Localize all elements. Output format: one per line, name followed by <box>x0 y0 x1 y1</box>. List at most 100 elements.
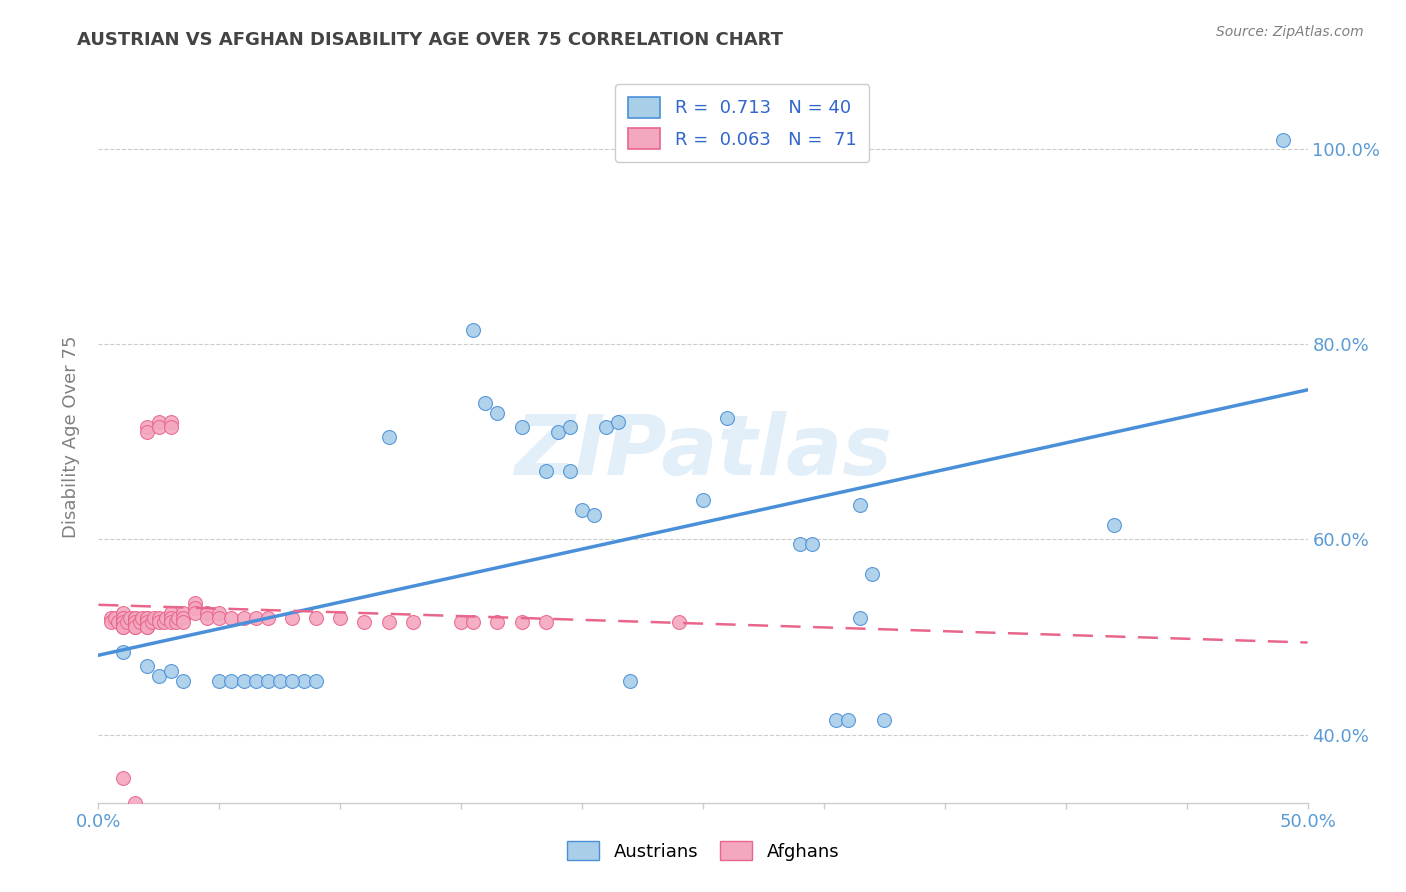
Point <box>450 615 472 630</box>
Point <box>716 410 738 425</box>
Point <box>873 713 896 727</box>
Point <box>305 673 328 688</box>
Point <box>329 610 352 624</box>
Point <box>547 425 569 440</box>
Point <box>111 772 134 786</box>
Point <box>619 673 641 688</box>
Point <box>167 610 190 624</box>
Point <box>111 620 134 634</box>
Point <box>104 610 127 624</box>
Text: ZIPatlas: ZIPatlas <box>515 411 891 492</box>
Point <box>305 610 328 624</box>
Point <box>558 420 581 434</box>
Point <box>837 713 859 727</box>
Point <box>118 610 141 624</box>
Point <box>135 420 157 434</box>
Point <box>111 606 134 620</box>
Point <box>152 615 174 630</box>
Point <box>195 610 218 624</box>
Point <box>135 425 157 440</box>
Point <box>135 610 157 624</box>
Point <box>353 615 375 630</box>
Point <box>111 615 134 630</box>
Point <box>208 606 231 620</box>
Point <box>510 615 533 630</box>
Point <box>141 615 163 630</box>
Point <box>107 615 129 630</box>
Point <box>184 606 207 620</box>
Point <box>195 606 218 620</box>
Point <box>221 610 243 624</box>
Point <box>221 673 243 688</box>
Point <box>281 673 304 688</box>
Point <box>160 664 183 678</box>
Point <box>789 537 811 551</box>
Point <box>172 610 194 624</box>
Point <box>1102 517 1125 532</box>
Point <box>143 610 166 624</box>
Point <box>232 610 254 624</box>
Point <box>135 615 157 630</box>
Point <box>534 615 557 630</box>
Point <box>692 493 714 508</box>
Y-axis label: Disability Age Over 75: Disability Age Over 75 <box>62 335 80 539</box>
Point <box>849 610 872 624</box>
Point <box>131 610 153 624</box>
Legend: R =  0.713   N = 40, R =  0.063   N =  71: R = 0.713 N = 40, R = 0.063 N = 71 <box>616 84 869 161</box>
Point <box>124 796 146 810</box>
Point <box>155 610 177 624</box>
Point <box>148 416 170 430</box>
Point <box>607 416 630 430</box>
Legend: Austrians, Afghans: Austrians, Afghans <box>558 832 848 870</box>
Point <box>160 606 183 620</box>
Point <box>281 610 304 624</box>
Point <box>124 615 146 630</box>
Point <box>111 610 134 624</box>
Point <box>245 610 267 624</box>
Point <box>111 645 134 659</box>
Point <box>486 406 509 420</box>
Point <box>172 615 194 630</box>
Point <box>135 620 157 634</box>
Point <box>571 503 593 517</box>
Point <box>111 620 134 634</box>
Point <box>117 615 139 630</box>
Point <box>256 610 278 624</box>
Point <box>474 396 496 410</box>
Point <box>463 615 485 630</box>
Point <box>135 610 157 624</box>
Point <box>184 596 207 610</box>
Point <box>534 464 557 478</box>
Point <box>172 606 194 620</box>
Point <box>486 615 509 630</box>
Point <box>124 610 146 624</box>
Text: AUSTRIAN VS AFGHAN DISABILITY AGE OVER 75 CORRELATION CHART: AUSTRIAN VS AFGHAN DISABILITY AGE OVER 7… <box>77 31 783 49</box>
Point <box>111 615 134 630</box>
Point <box>510 420 533 434</box>
Point <box>160 610 183 624</box>
Point <box>800 537 823 551</box>
Point <box>160 420 183 434</box>
Point <box>860 566 883 581</box>
Point <box>208 673 231 688</box>
Point <box>128 615 150 630</box>
Point <box>124 620 146 634</box>
Point <box>124 615 146 630</box>
Point <box>135 620 157 634</box>
Point <box>558 464 581 478</box>
Point <box>100 615 122 630</box>
Point <box>825 713 848 727</box>
Point <box>377 615 399 630</box>
Point <box>232 673 254 688</box>
Point <box>208 610 231 624</box>
Point <box>269 673 291 688</box>
Point <box>111 610 134 624</box>
Point <box>135 615 157 630</box>
Point <box>148 610 170 624</box>
Point <box>148 420 170 434</box>
Point <box>292 673 315 688</box>
Point <box>148 669 170 683</box>
Point <box>135 659 157 673</box>
Point <box>668 615 690 630</box>
Point <box>172 673 194 688</box>
